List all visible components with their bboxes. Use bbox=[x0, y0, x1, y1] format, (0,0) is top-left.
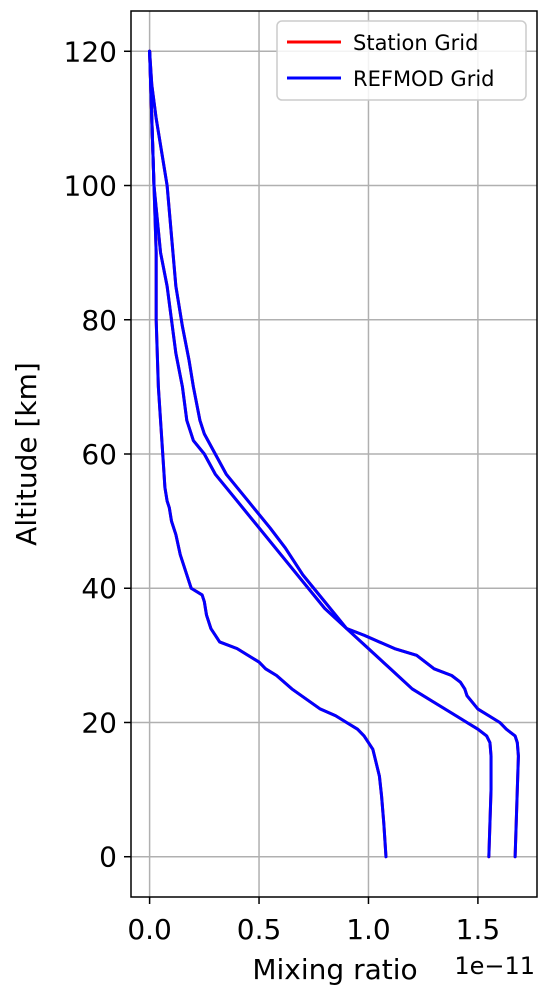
x-tick-label: 1.5 bbox=[456, 913, 501, 946]
y-axis: 0 20 40 60 80 100 120 bbox=[64, 35, 131, 874]
series-line-refmod-grid-1 bbox=[148, 49, 388, 859]
y-tick-label: 60 bbox=[81, 438, 117, 471]
x-tick-label: 0.0 bbox=[127, 913, 172, 946]
y-tick-label: 0 bbox=[99, 841, 117, 874]
legend: Station Grid REFMOD Grid bbox=[276, 20, 527, 101]
y-tick-label: 120 bbox=[64, 35, 117, 68]
series-line-refmod-grid-2 bbox=[148, 49, 493, 859]
x-tick-label: 0.5 bbox=[237, 913, 282, 946]
y-tick-label: 40 bbox=[81, 572, 117, 605]
x-axis: 0.0 0.5 1.0 1.5 bbox=[127, 897, 500, 946]
series-line-refmod-grid-3 bbox=[148, 49, 520, 859]
y-tick-label: 20 bbox=[81, 706, 117, 739]
legend-entry-label: Station Grid bbox=[353, 31, 478, 55]
x-offset-label: 1e−11 bbox=[454, 952, 535, 980]
x-tick-label: 1.0 bbox=[346, 913, 391, 946]
legend-entry-label: REFMOD Grid bbox=[353, 67, 495, 91]
series-lines bbox=[148, 49, 520, 859]
y-tick-label: 80 bbox=[81, 304, 117, 337]
x-axis-label: Mixing ratio bbox=[252, 953, 417, 986]
y-tick-label: 100 bbox=[64, 170, 117, 203]
grid bbox=[131, 11, 537, 897]
y-axis-label: Altitude [km] bbox=[10, 362, 43, 546]
